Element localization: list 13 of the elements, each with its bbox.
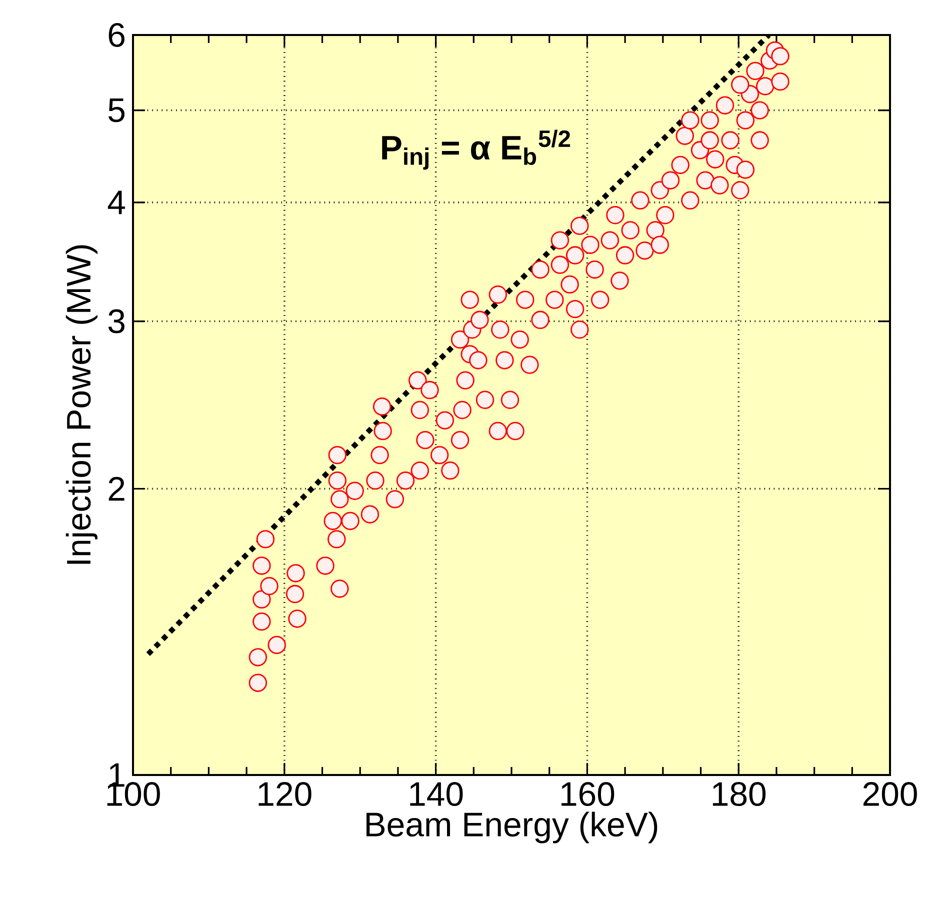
x-axis-title: Beam Energy (keV) <box>366 812 658 844</box>
x-tick-label: 180 <box>712 782 766 806</box>
annotation: P$_{inj}$ = α E$_{b}$5/2 <box>382 130 570 170</box>
y-tick-label: 3 <box>108 309 124 334</box>
x-tick-label: 120 <box>258 782 312 806</box>
y-tick-label: 4 <box>108 190 125 214</box>
y-tick-label: 6 <box>108 22 124 47</box>
x-tick-label: 200 <box>863 782 917 806</box>
y-tick-label: 5 <box>108 98 125 122</box>
y-axis-title: Injection Power (MW) <box>66 245 98 564</box>
x-tick-label: 140 <box>410 782 463 806</box>
y-tick-label: 2 <box>108 476 124 501</box>
x-tick-label: 160 <box>562 782 614 806</box>
